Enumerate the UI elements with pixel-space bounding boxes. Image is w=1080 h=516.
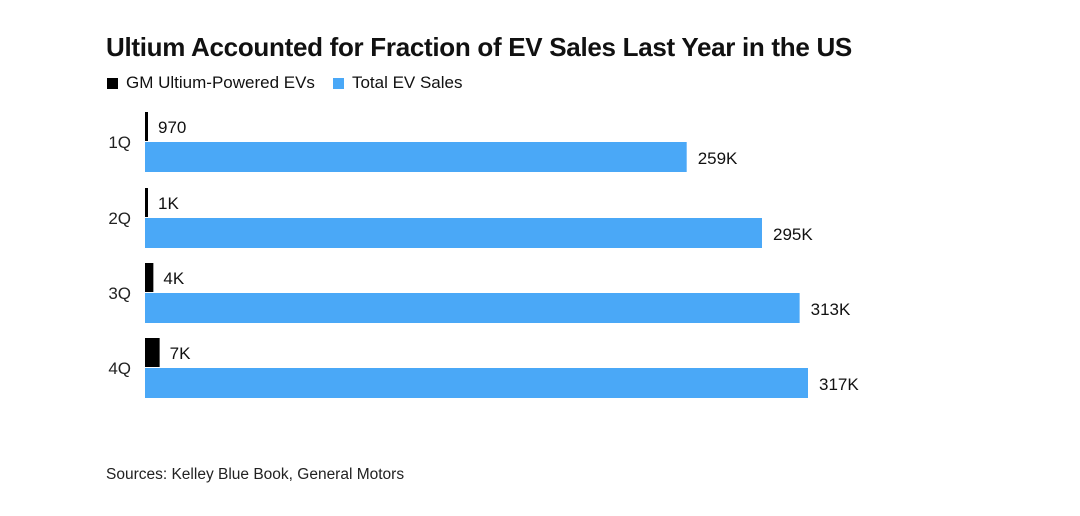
legend-swatch-total	[332, 77, 344, 89]
bar-total-4Q	[145, 368, 808, 398]
category-label-1Q: 1Q	[108, 133, 131, 152]
bar-ultium-4Q	[145, 338, 160, 367]
label-ultium-4Q: 7K	[170, 344, 191, 363]
label-ultium-3Q: 4K	[163, 269, 184, 288]
label-ultium-2Q: 1K	[158, 194, 179, 213]
bar-total-3Q	[145, 293, 800, 323]
legend-label-ultium: GM Ultium-Powered EVs	[126, 73, 315, 92]
label-ultium-1Q: 970	[158, 118, 186, 137]
bar-ultium-2Q	[145, 188, 148, 217]
bar-total-2Q	[145, 218, 762, 248]
legend-label-total: Total EV Sales	[351, 73, 463, 92]
bar-ultium-3Q	[145, 263, 154, 292]
label-total-3Q: 313K	[811, 300, 851, 319]
legend-swatch-ultium	[107, 77, 118, 89]
category-label-4Q: 4Q	[108, 359, 131, 378]
legend: GM Ultium-Powered EVs Total EV Sales	[107, 71, 481, 95]
source-note: Sources: Kelley Blue Book, General Motor…	[106, 466, 405, 483]
legend-item-ultium: GM Ultium-Powered EVs	[107, 73, 315, 93]
legend-item-total: Total EV Sales	[332, 73, 463, 93]
category-label-3Q: 3Q	[108, 284, 131, 303]
label-total-4Q: 317K	[819, 375, 859, 394]
chart-title: Ultium Accounted for Fraction of EV Sale…	[106, 32, 852, 62]
category-label-2Q: 2Q	[108, 209, 131, 228]
bar-ultium-1Q	[145, 112, 148, 141]
label-total-1Q: 259K	[698, 149, 738, 168]
bar-total-1Q	[145, 142, 687, 172]
label-total-2Q: 295K	[773, 225, 813, 244]
